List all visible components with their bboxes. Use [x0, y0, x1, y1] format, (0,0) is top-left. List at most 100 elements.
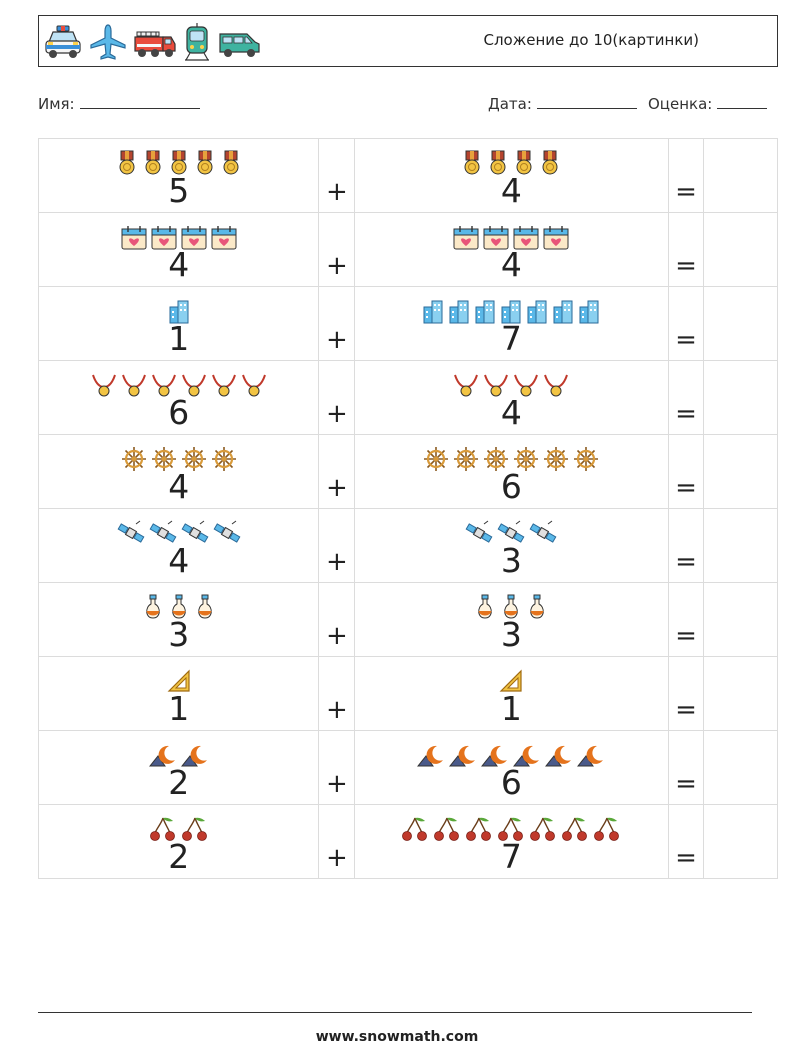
addend-a-number: 2 [168, 763, 190, 802]
night-moon-icon [577, 742, 605, 768]
date-line[interactable] [536, 94, 637, 109]
medal-necklace-icon [181, 372, 207, 398]
footer-divider [38, 1012, 752, 1013]
night-moon-icon [545, 742, 573, 768]
addend-a-number: 6 [168, 393, 190, 432]
addend-a-pictures [39, 741, 318, 769]
medal-necklace-icon [91, 372, 117, 398]
addend-a-pictures [39, 297, 318, 325]
equals-sign: = [675, 547, 697, 577]
answer-cell[interactable] [703, 730, 778, 805]
medal-icon [461, 150, 483, 176]
addend-b-cell: 4 [354, 138, 669, 213]
plus-sign: + [325, 843, 348, 873]
addend-b-number: 4 [500, 245, 522, 284]
addend-b-number: 4 [500, 171, 522, 210]
plus-sign: + [325, 473, 348, 503]
answer-cell[interactable] [703, 582, 778, 657]
night-moon-icon [449, 742, 477, 768]
medal-necklace-icon [241, 372, 267, 398]
equals-cell: = [667, 582, 705, 657]
addend-b-pictures [355, 445, 667, 473]
problem-row: 1 +1 = [37, 656, 778, 731]
plus-cell: + [318, 730, 356, 805]
equals-sign: = [675, 177, 697, 207]
ship-wheel-icon [483, 446, 509, 472]
cherries-icon [529, 816, 557, 842]
addend-b-pictures [355, 741, 667, 769]
worksheet-header: Сложение до 10(картинки) [38, 15, 778, 67]
buildings-icon [474, 298, 496, 324]
addend-a-pictures [39, 445, 318, 473]
answer-cell[interactable] [703, 656, 778, 731]
addend-a-cell: 6 [37, 360, 320, 435]
calendar-heart-icon [453, 224, 479, 250]
answer-cell[interactable] [703, 360, 778, 435]
plus-sign: + [325, 621, 348, 651]
medal-icon [142, 150, 164, 176]
equals-cell: = [667, 804, 705, 879]
grade-line[interactable] [717, 94, 768, 109]
fire-truck-icon [133, 22, 177, 62]
addend-a-number: 1 [168, 319, 190, 358]
addend-a-number: 4 [168, 541, 190, 580]
addend-b-cell: 6 [354, 730, 669, 805]
satellite-icon [149, 520, 177, 546]
potion-flask-icon [526, 594, 548, 620]
ship-wheel-icon [573, 446, 599, 472]
satellite-icon [497, 520, 525, 546]
answer-cell[interactable] [703, 286, 778, 361]
name-line[interactable] [79, 94, 200, 109]
buildings-icon [448, 298, 470, 324]
answer-cell[interactable] [703, 212, 778, 287]
name-field[interactable]: Имя: [38, 94, 200, 113]
satellite-icon [529, 520, 557, 546]
grade-field[interactable]: Оценка: [648, 94, 768, 113]
addend-a-cell: 4 [37, 508, 320, 583]
equals-sign: = [675, 251, 697, 281]
addend-b-cell: 7 [354, 804, 669, 879]
equals-sign: = [675, 325, 697, 355]
addend-a-cell: 1 [37, 286, 320, 361]
answer-cell[interactable] [703, 508, 778, 583]
answer-cell[interactable] [703, 434, 778, 509]
potion-flask-icon [168, 594, 190, 620]
plus-sign: + [325, 547, 348, 577]
plus-sign: + [325, 177, 348, 207]
addend-a-number: 4 [168, 245, 190, 284]
problem-row: 5 +4 = [37, 138, 778, 213]
addend-a-number: 1 [168, 689, 190, 728]
equals-sign: = [675, 769, 697, 799]
equals-cell: = [667, 286, 705, 361]
addend-a-cell: 2 [37, 804, 320, 879]
buildings-icon [422, 298, 444, 324]
buildings-icon [168, 298, 190, 324]
plus-cell: + [318, 582, 356, 657]
cherries-icon [149, 816, 177, 842]
set-square-ruler-icon [498, 668, 524, 694]
footer-url: www.snowmath.com [315, 1029, 479, 1045]
medal-icon [220, 150, 242, 176]
equals-sign: = [675, 695, 697, 725]
cherries-icon [465, 816, 493, 842]
ship-wheel-icon [151, 446, 177, 472]
calendar-heart-icon [121, 224, 147, 250]
addend-b-cell: 1 [354, 656, 669, 731]
night-moon-icon [513, 742, 541, 768]
addend-a-number: 5 [168, 171, 190, 210]
cherries-icon [593, 816, 621, 842]
equals-cell: = [667, 656, 705, 731]
answer-cell[interactable] [703, 804, 778, 879]
plus-cell: + [318, 656, 356, 731]
addend-b-pictures [355, 149, 667, 177]
buildings-icon [552, 298, 574, 324]
plus-cell: + [318, 212, 356, 287]
night-moon-icon [417, 742, 445, 768]
answer-cell[interactable] [703, 138, 778, 213]
ship-wheel-icon [513, 446, 539, 472]
ship-wheel-icon [423, 446, 449, 472]
date-field[interactable]: Дата: [488, 94, 637, 113]
cherries-icon [433, 816, 461, 842]
ship-wheel-icon [181, 446, 207, 472]
satellite-icon [117, 520, 145, 546]
